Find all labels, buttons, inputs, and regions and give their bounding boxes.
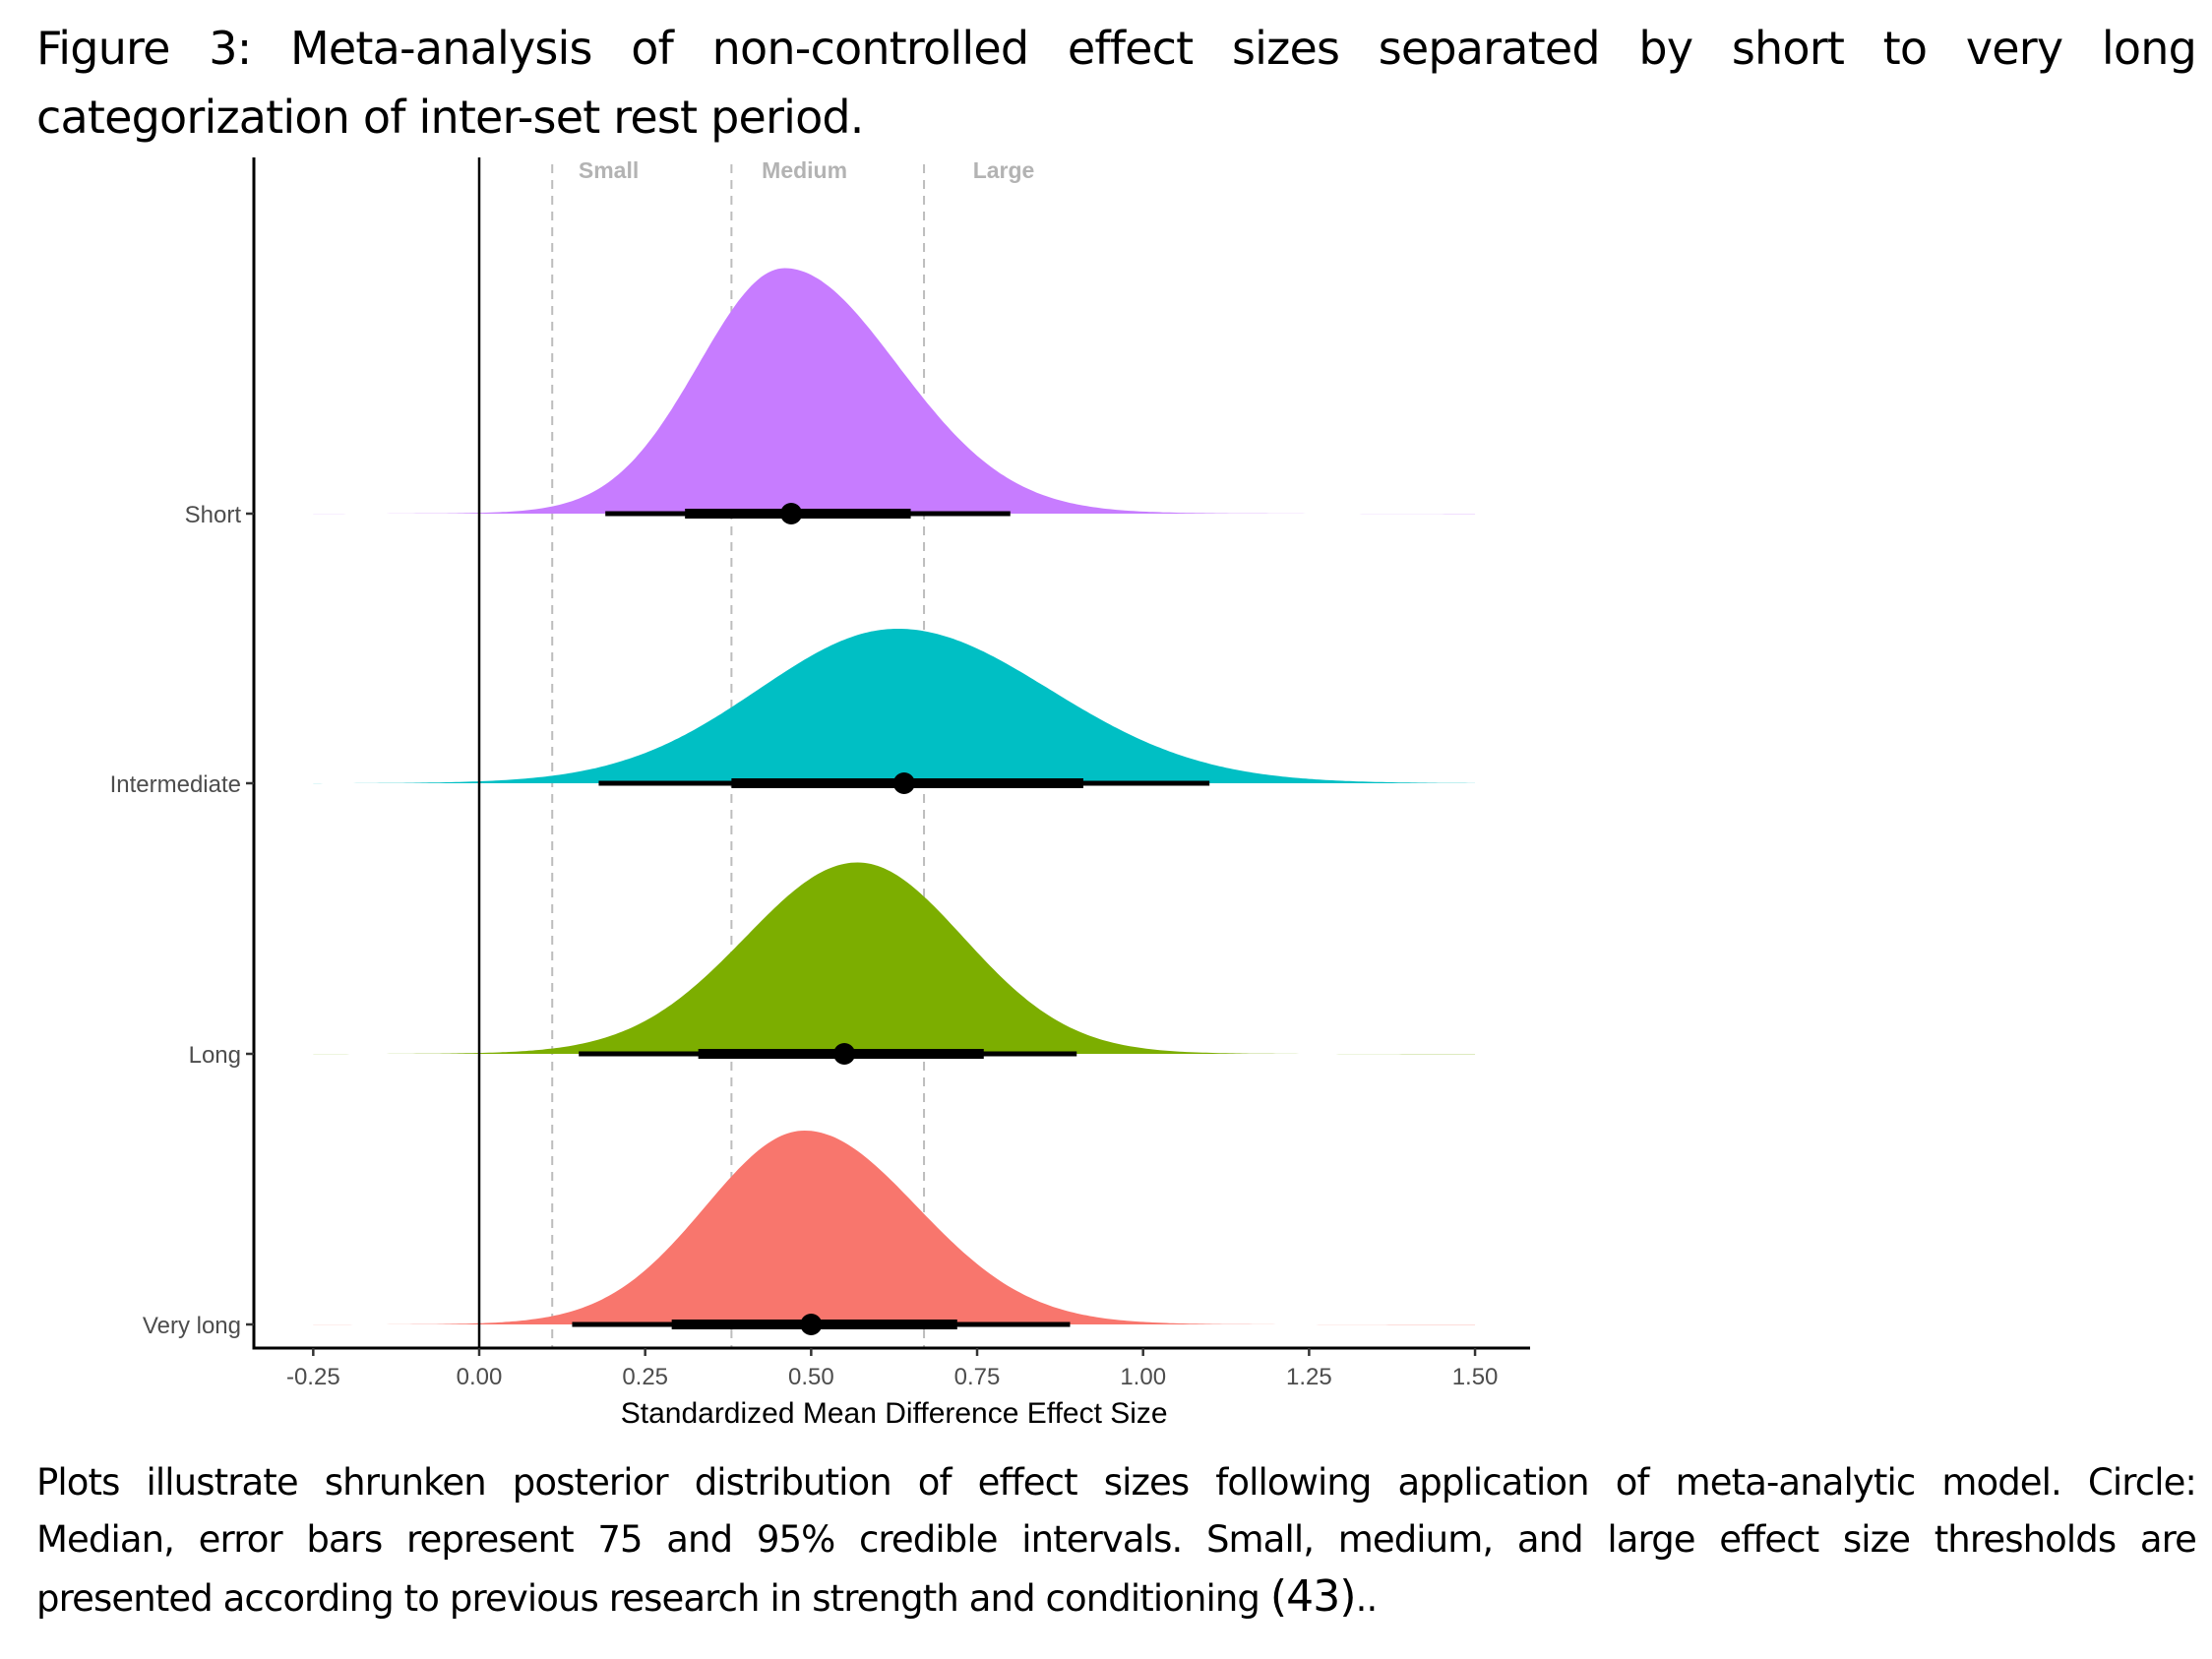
density-intermediate bbox=[313, 629, 1476, 784]
interval-layer bbox=[572, 503, 1210, 1335]
figure-title-line-1: Figure 3: Meta-analysis of non-controlle… bbox=[36, 22, 2197, 75]
axes bbox=[252, 157, 1530, 1350]
median-point-long bbox=[833, 1043, 856, 1065]
median-point-short bbox=[780, 503, 803, 524]
x-tick-label: 0.75 bbox=[954, 1364, 1001, 1390]
figure-note: Plots illustrate shrunken posterior dist… bbox=[36, 1454, 2197, 1628]
x-tick-label: 1.50 bbox=[1452, 1364, 1499, 1390]
density-short bbox=[313, 268, 1476, 515]
ridgeline-chart: Small Medium Large -0.25 0.00 0.25 0.50 0.75 1.… bbox=[110, 157, 1530, 1430]
x-axis-ticks: -0.25 0.00 0.25 0.50 0.75 1.00 1.25 1.50 bbox=[286, 1348, 1498, 1390]
x-tick-label: -0.25 bbox=[286, 1364, 340, 1390]
density-layer bbox=[313, 268, 1476, 1325]
y-axis-ticks: Short Intermediate Long Very long bbox=[110, 502, 254, 1339]
threshold-label-medium: Medium bbox=[762, 157, 847, 183]
density-very-long bbox=[313, 1131, 1476, 1325]
threshold-label-large: Large bbox=[973, 157, 1035, 183]
median-point-intermediate bbox=[892, 772, 915, 794]
y-category-label: Intermediate bbox=[110, 771, 241, 798]
threshold-labels: Small Medium Large bbox=[579, 157, 1034, 183]
figure-note-line-3-end: .. bbox=[1355, 1577, 1379, 1620]
figure-title-line-2: categorization of inter-set rest period. bbox=[36, 91, 864, 144]
y-category-label: Long bbox=[189, 1042, 241, 1069]
x-axis-title: Standardized Mean Difference Effect Size bbox=[621, 1397, 1168, 1430]
x-tick-label: 1.00 bbox=[1120, 1364, 1166, 1390]
x-tick-label: 0.50 bbox=[788, 1364, 834, 1390]
figure-note-line-3-text: presented according to previous research… bbox=[36, 1577, 1270, 1620]
x-tick-label: 0.00 bbox=[457, 1364, 503, 1390]
figure-caption-title: Figure 3: Meta-analysis of non-controlle… bbox=[36, 14, 2197, 152]
density-long bbox=[313, 862, 1476, 1055]
figure-note-line-1: Plots illustrate shrunken posterior dist… bbox=[36, 1461, 2197, 1504]
y-category-label: Very long bbox=[143, 1313, 241, 1339]
citation-reference[interactable]: (43) bbox=[1269, 1571, 1357, 1622]
x-tick-label: 1.25 bbox=[1286, 1364, 1332, 1390]
figure-note-line-2: Median, error bars represent 75 and 95% … bbox=[36, 1518, 2197, 1561]
threshold-label-small: Small bbox=[579, 157, 639, 183]
y-category-label: Short bbox=[185, 502, 242, 528]
median-point-very-long bbox=[800, 1314, 823, 1335]
x-tick-label: 0.25 bbox=[622, 1364, 668, 1390]
figure-note-line-3: presented according to previous research… bbox=[36, 1571, 1379, 1622]
